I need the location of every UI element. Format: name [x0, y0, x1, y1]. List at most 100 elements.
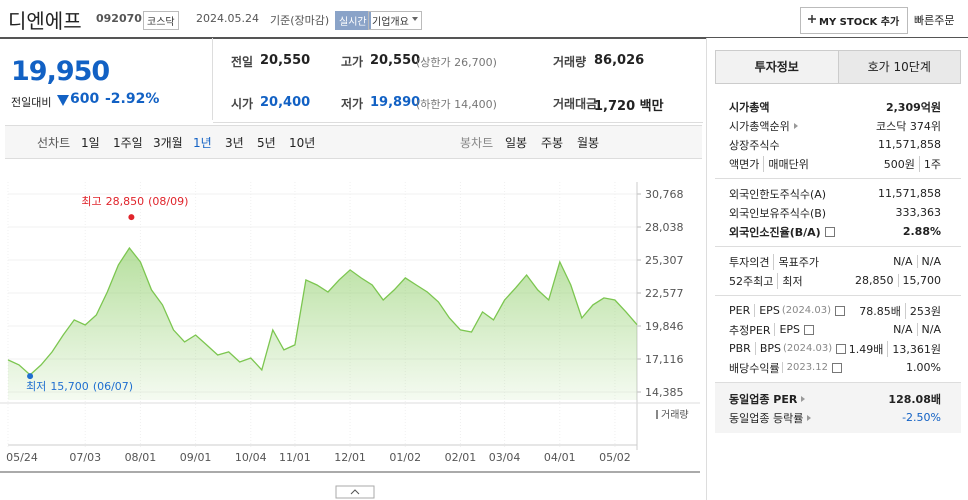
info-value: 500원 1주 [884, 155, 941, 172]
info-row: 상장주식수 11,571,858 [715, 135, 961, 154]
summary-label: 거래량 [553, 55, 587, 69]
panel-tab[interactable]: 투자정보 [715, 50, 839, 84]
high-date: (08/09) [148, 195, 188, 208]
label-part: 매매단위 [763, 155, 809, 172]
period-tab[interactable]: 10년 [289, 136, 316, 150]
info-value: 코스닥 374위 [876, 118, 941, 134]
label-part: 추정PER [729, 323, 771, 337]
info-value: 1.00% [906, 361, 941, 374]
label-part: EPS [774, 323, 800, 336]
tab-label: 봉차트 [460, 136, 494, 150]
my-stock-button[interactable]: MY STOCK 추가 [800, 7, 909, 34]
change: 600 [70, 91, 100, 107]
info-row: 배당수익률 2023.12 1.00% [715, 358, 961, 377]
x-tick-label: 10/04 [235, 451, 267, 464]
company-info[interactable]: 기업개요 [368, 11, 422, 30]
info-value: N/A N/A [893, 323, 941, 336]
x-tick-label: 08/01 [125, 451, 157, 464]
value-part: 11,571,858 [878, 187, 941, 200]
arrow [807, 414, 812, 421]
label-part: 최저 [777, 272, 803, 289]
x-tick-label: 05/24 [6, 451, 38, 464]
high-value_label: 28,850 [106, 195, 144, 208]
low-value_label: 15,700 [50, 380, 89, 393]
value-part: 15,700 [897, 274, 941, 287]
panel-tab[interactable]: 호가 10단계 [838, 50, 961, 84]
period-tab[interactable]: 월봉 [577, 136, 600, 150]
period-tab[interactable]: 3년 [225, 136, 244, 150]
info-group: PER EPS (2024.03) 78.85배 253원 추정PER EPS N/A N/A P… [715, 296, 961, 383]
info-group: 동일업종 PER 128.08배 동일업종 등락률 -2.50% [715, 383, 961, 433]
value-part: N/A [916, 255, 941, 268]
value-part: N/A [893, 323, 913, 336]
info-group: 투자의견 목표주가 N/A N/A 52주최고 최저 28,850 15,700 [715, 247, 961, 296]
change-label: 전일대비 [11, 96, 52, 109]
info-label: 상장주식수 [729, 137, 780, 153]
label-note: (2024.03) [781, 305, 831, 316]
x-tick-label: 07/03 [69, 451, 101, 464]
label-part: 액면가 [729, 157, 760, 171]
arrow [793, 122, 798, 129]
help-icon [834, 305, 845, 316]
label-part: 시가총액 [729, 100, 770, 114]
high-annotation: 최고 28,850 (08/09) [81, 195, 188, 208]
expand-icon [350, 489, 360, 495]
value-part: N/A [916, 323, 941, 336]
summary-value: 1,720 백만 [594, 99, 664, 114]
info-value: 2,309억원 [886, 99, 941, 115]
period-tab[interactable]: 1일 [81, 136, 100, 150]
investment-panel: 투자정보 호가 10단계 시가총액 2,309억원 시가총액순위 코스닥 374위 상장주식… [706, 38, 968, 500]
period-tab[interactable]: 일봉 [505, 136, 528, 150]
info-row: 외국인한도주식수(A) 11,571,858 [715, 184, 961, 203]
info-row: PBR BPS (2024.03) 1.49배 13,361원 [715, 339, 961, 358]
value-part: 78.85배 [859, 304, 901, 318]
info-value: 128.08배 [888, 391, 941, 407]
info-label: 외국인보유주식수(B) [729, 205, 826, 221]
chart-tabs: 선차트 1일 1주일 3개월 1년 3년 5년 10년 봉차트 일봉 주봉 월봉 [5, 125, 702, 159]
info-group: 시가총액 2,309억원 시가총액순위 코스닥 374위 상장주식수 11,571,858… [715, 92, 961, 179]
period-tab[interactable]: 1년 [193, 136, 212, 150]
label-part: PBR [729, 342, 751, 355]
info-value: 11,571,858 [878, 138, 941, 151]
header: 디엔에프 092070 코스닥 2024.05.24 기준(장마감) 실시간 기… [0, 0, 968, 39]
period-tab[interactable]: 5년 [257, 136, 276, 150]
period-tab[interactable]: 1주일 [113, 136, 143, 150]
label-part: 외국인보유주식수(B) [729, 206, 827, 220]
status: 기준(장마감) [270, 14, 330, 27]
x-tick-label: 12/01 [334, 451, 366, 464]
realtime: 실시간 [335, 11, 371, 30]
summary-value: 20,550 [370, 53, 421, 68]
summary: 전일 20,550 고가 20,550 (상한가 26,700) 거래량 86,026 시가 2… [213, 38, 703, 123]
quick-order[interactable]: 빠른주문 [914, 14, 955, 27]
info-value: -2.50% [902, 411, 941, 424]
y-tick-label: 17,116 [645, 353, 684, 366]
value-part: 1주 [918, 155, 941, 172]
low-annotation: 최저 15,700 (06/07) [26, 380, 133, 393]
period-tab[interactable]: 3개월 [153, 136, 183, 150]
help-icon [804, 324, 815, 335]
label-part: 외국인한도주식수(A) [729, 187, 827, 201]
x-tick-label: 01/02 [389, 451, 421, 464]
caret [412, 17, 418, 21]
chart: 30,768 28,038 25,307 22,577 19,846 17,116 14,3… [0, 182, 700, 499]
plus-icon [808, 15, 816, 23]
info-row: 액면가 매매단위 500원 1주 [715, 154, 961, 173]
value-part: 코스닥 374위 [876, 119, 941, 133]
label-part: 배당수익률 [729, 361, 780, 375]
high-label: 최고 [81, 195, 101, 208]
stock-name: 디엔에프 [8, 9, 82, 33]
y-tick-label: 14,385 [645, 386, 684, 399]
info-label: 추정PER EPS [729, 322, 815, 338]
value-part: 2.88% [902, 225, 941, 238]
summary-note: (하한가 14,400) [416, 98, 497, 111]
period-tab[interactable]: 주봉 [541, 136, 564, 150]
info-row: 외국인소진율(B/A) 2.88% [715, 222, 961, 241]
label-part: EPS [754, 304, 780, 317]
info-value: 333,363 [896, 206, 942, 219]
low-label: 최저 [26, 380, 46, 393]
value-part: 13,361원 [887, 340, 941, 357]
summary-value: 20,550 [260, 53, 311, 68]
help-icon [836, 343, 847, 354]
info-label: 배당수익률 2023.12 [729, 360, 842, 376]
x-tick-label: 09/01 [180, 451, 212, 464]
